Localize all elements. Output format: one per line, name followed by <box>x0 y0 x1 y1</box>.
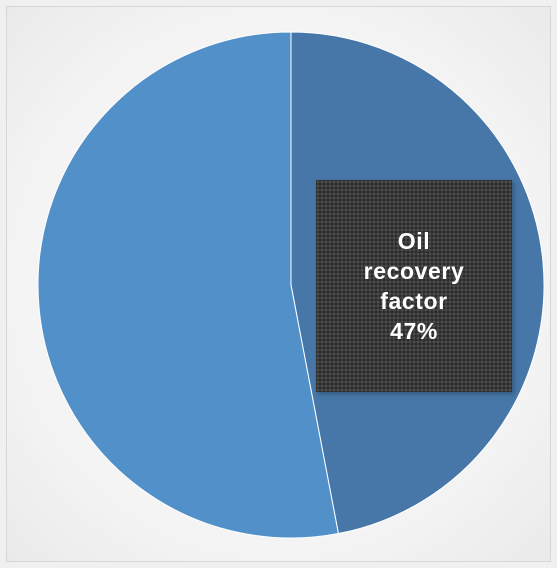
pie-slice-2 <box>37 31 339 539</box>
data-label-line-1: Oil <box>397 228 431 254</box>
data-label-line-2: recovery <box>363 258 465 284</box>
data-label: Oil recovery factor 47% <box>316 180 512 392</box>
data-label-value: 47% <box>390 318 438 344</box>
data-label-line-3: factor <box>380 288 448 314</box>
